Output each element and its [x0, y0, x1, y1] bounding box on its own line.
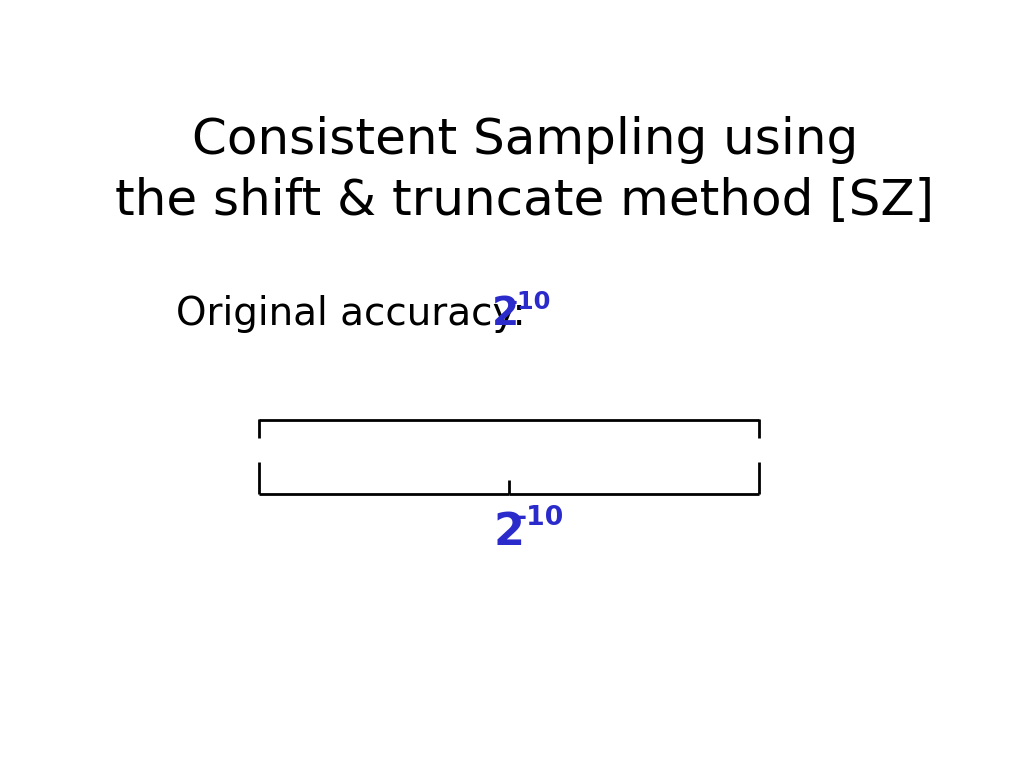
Text: 2: 2: [494, 511, 524, 554]
Text: Original accuracy:: Original accuracy:: [176, 295, 538, 333]
Text: -10: -10: [515, 505, 563, 531]
Text: Consistent Sampling using
the shift & truncate method [SZ]: Consistent Sampling using the shift & tr…: [116, 116, 934, 225]
Text: -10: -10: [507, 290, 551, 314]
Text: 2: 2: [492, 295, 518, 333]
